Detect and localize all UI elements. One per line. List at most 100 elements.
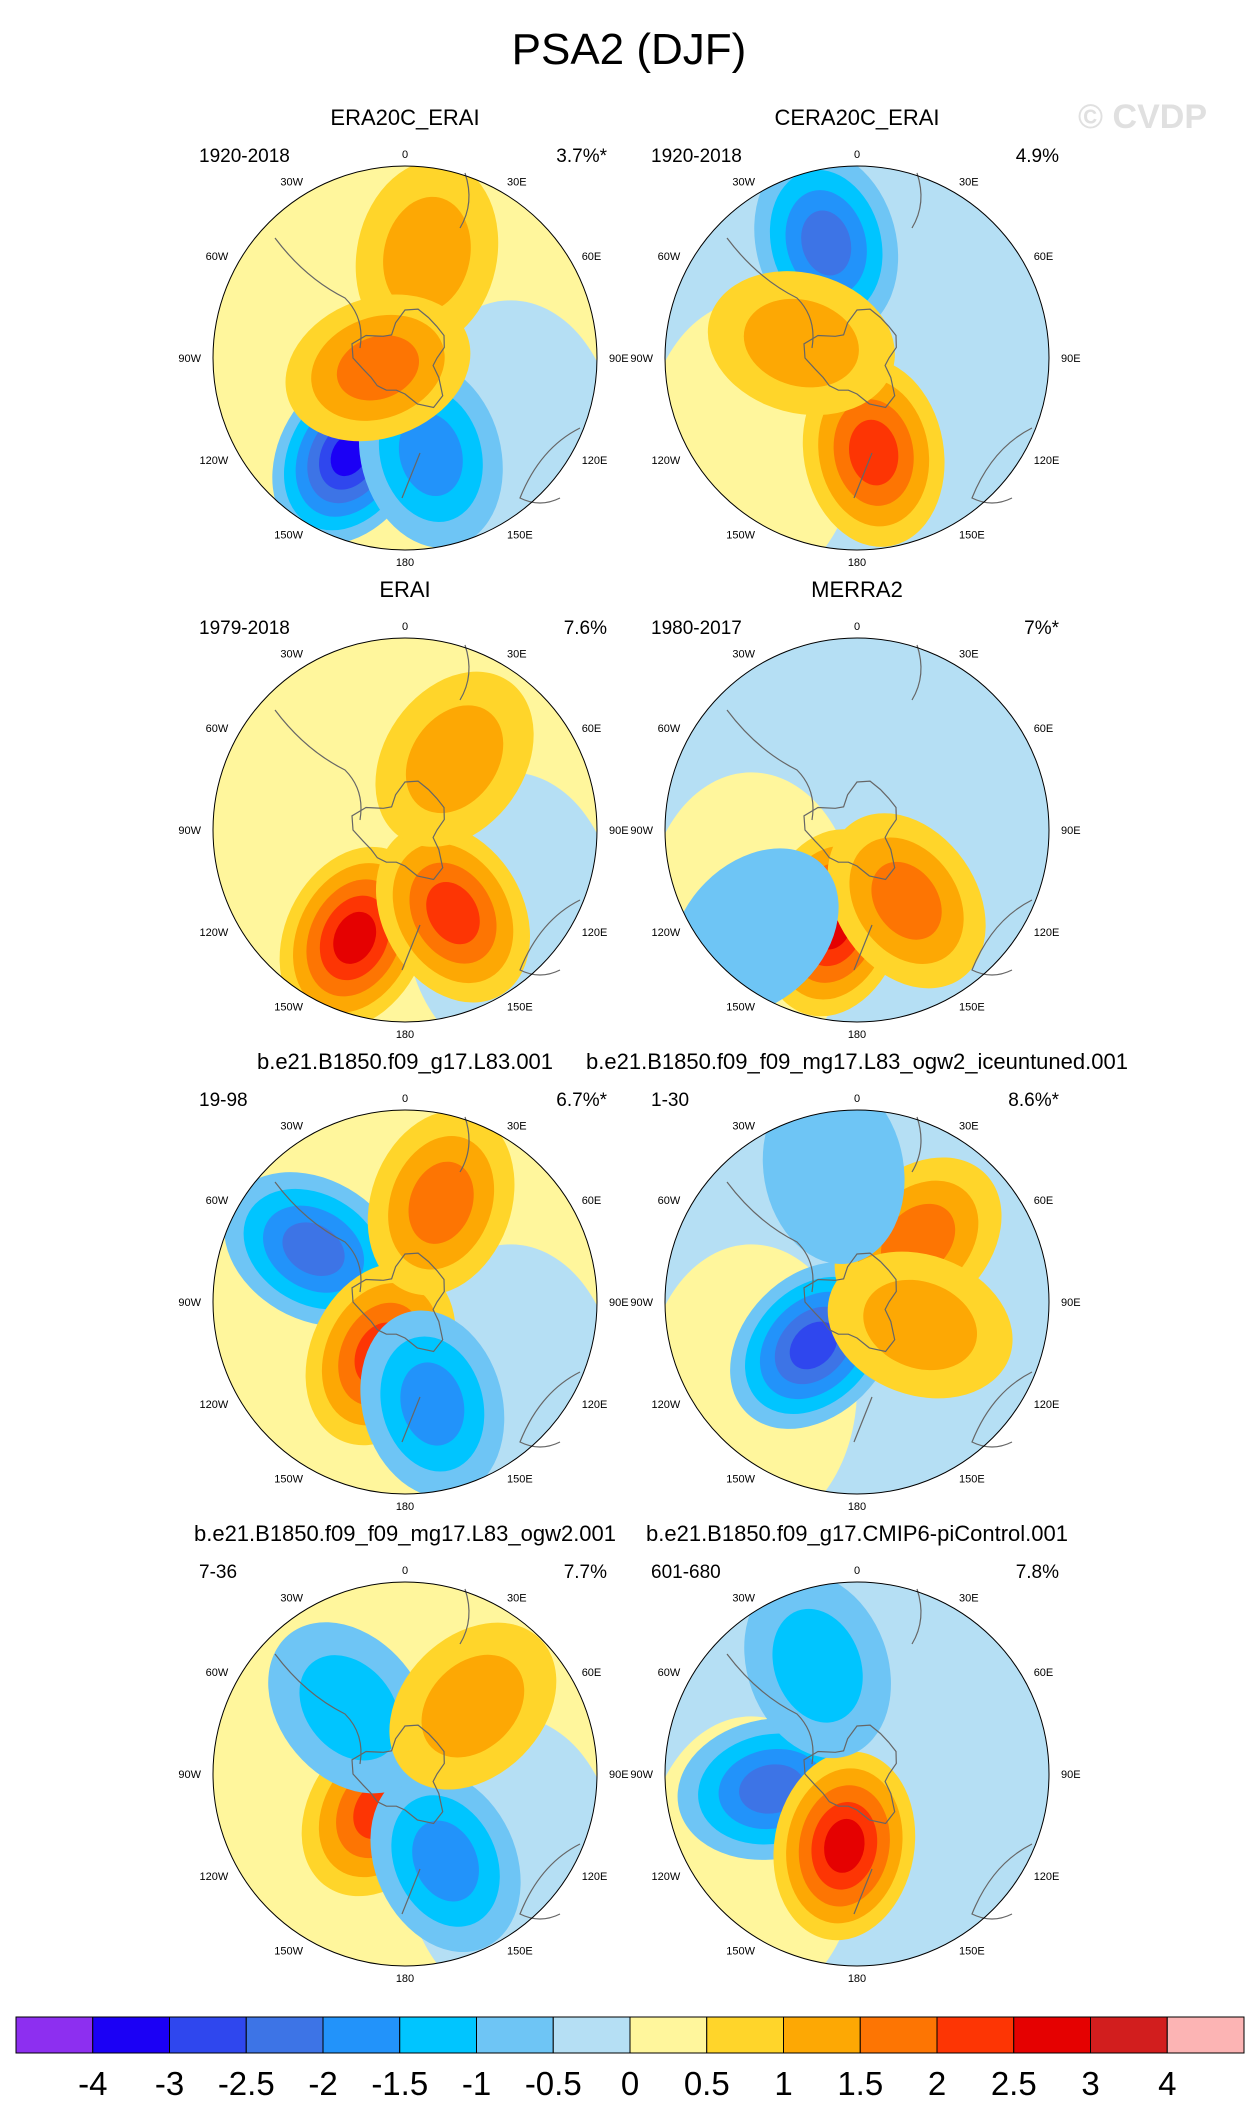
longitude-label: 0 (402, 621, 408, 633)
longitude-label: 150E (507, 530, 533, 542)
longitude-label: 150E (507, 1474, 533, 1486)
colorbar-label: 0 (621, 2065, 639, 2102)
longitude-label: 180 (848, 1029, 866, 1041)
longitude-label: 60W (658, 251, 681, 263)
colorbar-label: -0.5 (525, 2065, 582, 2102)
watermark: © CVDP (1078, 98, 1207, 136)
map-border (664, 1109, 1050, 1495)
longitude-label: 60E (1034, 251, 1054, 263)
longitude-label: 60E (582, 1667, 602, 1679)
anomaly-contour (408, 1161, 474, 1244)
longitude-label: 0 (854, 149, 860, 161)
map-panel: 0 30E 60E 90E 120E 150E 180 150W 120W 90W 60W 30W ER… (178, 105, 629, 569)
new-zealand-coastline (401, 1868, 421, 1915)
anomaly-contour (849, 419, 899, 486)
anomaly-contour (330, 432, 368, 477)
map-panel: 0 30E 60E 90E 120E 150E 180 150W 120W 90W 60W 30W ME… (630, 577, 1080, 1041)
longitude-label: 60E (582, 1195, 602, 1207)
longitude-label: 90W (630, 353, 653, 365)
longitude-label: 150W (726, 1002, 755, 1014)
colorbar-label: 1.5 (837, 2065, 883, 2102)
longitude-label: 120W (200, 1399, 229, 1411)
australia-coastline (519, 1371, 581, 1448)
panel-period: 1920-2018 (199, 146, 290, 167)
south-america-coastline (726, 237, 814, 349)
antarctica-coastline (803, 1252, 897, 1353)
map-panel: 0 30E 60E 90E 120E 150E 180 150W 120W 90W 60W 30W b.… (178, 1049, 628, 1513)
australia-coastline (519, 899, 581, 976)
map-panel: 0 30E 60E 90E 120E 150E 180 150W 120W 90W 60W 30W b.… (178, 1521, 628, 1985)
longitude-label: 0 (402, 1565, 408, 1577)
colorbar-label: -3 (155, 2065, 184, 2102)
longitude-label: 30W (732, 1120, 755, 1132)
longitude-label: 90W (178, 1297, 201, 1309)
anomaly-contour (789, 1321, 838, 1370)
south-america-coastline (274, 1653, 362, 1765)
colorbar-swatch (1090, 2016, 1168, 2054)
longitude-label: 30W (732, 648, 755, 660)
longitude-label: 120E (582, 1399, 608, 1411)
longitude-label: 150W (274, 1474, 303, 1486)
longitude-label: 120E (582, 1871, 608, 1883)
new-zealand-coastline (853, 1396, 873, 1443)
anomaly-field (665, 1582, 916, 1966)
longitude-label: 120E (1034, 1871, 1060, 1883)
colorbar-swatch (92, 2016, 170, 2054)
longitude-label: 150E (959, 1946, 985, 1958)
longitude-label: 0 (854, 621, 860, 633)
longitude-label: 150W (726, 1474, 755, 1486)
longitude-label: 90E (609, 353, 629, 365)
australia-coastline (971, 1371, 1033, 1448)
longitude-label: 30E (959, 176, 979, 188)
longitude-label: 180 (396, 557, 414, 569)
anomaly-contour (863, 1279, 978, 1371)
anomaly-contour (412, 1820, 479, 1902)
anomaly-field (665, 166, 945, 550)
longitude-label: 0 (854, 1093, 860, 1105)
longitude-label: 120W (652, 455, 681, 467)
panel-percent-variance: 7.8% (1016, 1562, 1059, 1583)
longitude-label: 30E (507, 1120, 527, 1132)
longitude-label: 30W (732, 1592, 755, 1604)
longitude-label: 150W (274, 1002, 303, 1014)
map-panel: 0 30E 60E 90E 120E 150E 180 150W 120W 90W 60W 30W CE… (630, 105, 1080, 569)
africa-coastline (911, 172, 922, 229)
colorbar-label: 2 (928, 2065, 946, 2102)
longitude-label: 30E (959, 648, 979, 660)
australia-coastline (971, 1843, 1033, 1920)
colorbar: -4 -3 -2.5 -2 -1.5 -1 -0.5 0 0.5 1 1.5 2 2.5 3 4 (15, 2016, 1245, 2102)
anomaly-contour (336, 335, 420, 401)
panel-period: 1980-2017 (651, 618, 742, 639)
antarctica-coastline (803, 1724, 897, 1825)
longitude-label: 0 (402, 1093, 408, 1105)
panel-percent-variance: 7.6% (564, 618, 607, 639)
anomaly-contour (772, 1608, 863, 1723)
new-zealand-coastline (853, 452, 873, 499)
panel-title: MERRA2 (811, 577, 903, 602)
map-border (212, 165, 598, 551)
longitude-label: 30W (280, 1592, 303, 1604)
map-border (212, 1581, 598, 1967)
longitude-label: 180 (396, 1029, 414, 1041)
colorbar-label: 1 (774, 2065, 792, 2102)
longitude-label: 180 (848, 1973, 866, 1985)
longitude-label: 30W (280, 648, 303, 660)
longitude-label: 30E (959, 1592, 979, 1604)
panel-percent-variance: 4.9% (1016, 146, 1059, 167)
longitude-label: 180 (396, 1973, 414, 1985)
colorbar-swatch (859, 2016, 938, 2054)
longitude-label: 120W (652, 1871, 681, 1883)
panel-period: 1920-2018 (651, 146, 742, 167)
longitude-label: 150E (959, 530, 985, 542)
anomaly-contour (762, 1110, 905, 1264)
longitude-label: 60W (206, 1667, 229, 1679)
anomaly-contour (421, 1654, 525, 1758)
panel-percent-variance: 3.7%* (556, 146, 607, 167)
africa-coastline (459, 644, 470, 701)
anomaly-contour (398, 412, 463, 497)
anomaly-field (665, 1110, 1013, 1494)
longitude-label: 60W (206, 723, 229, 735)
longitude-label: 90W (178, 1769, 201, 1781)
longitude-label: 90W (630, 1297, 653, 1309)
anomaly-contour (405, 705, 504, 814)
